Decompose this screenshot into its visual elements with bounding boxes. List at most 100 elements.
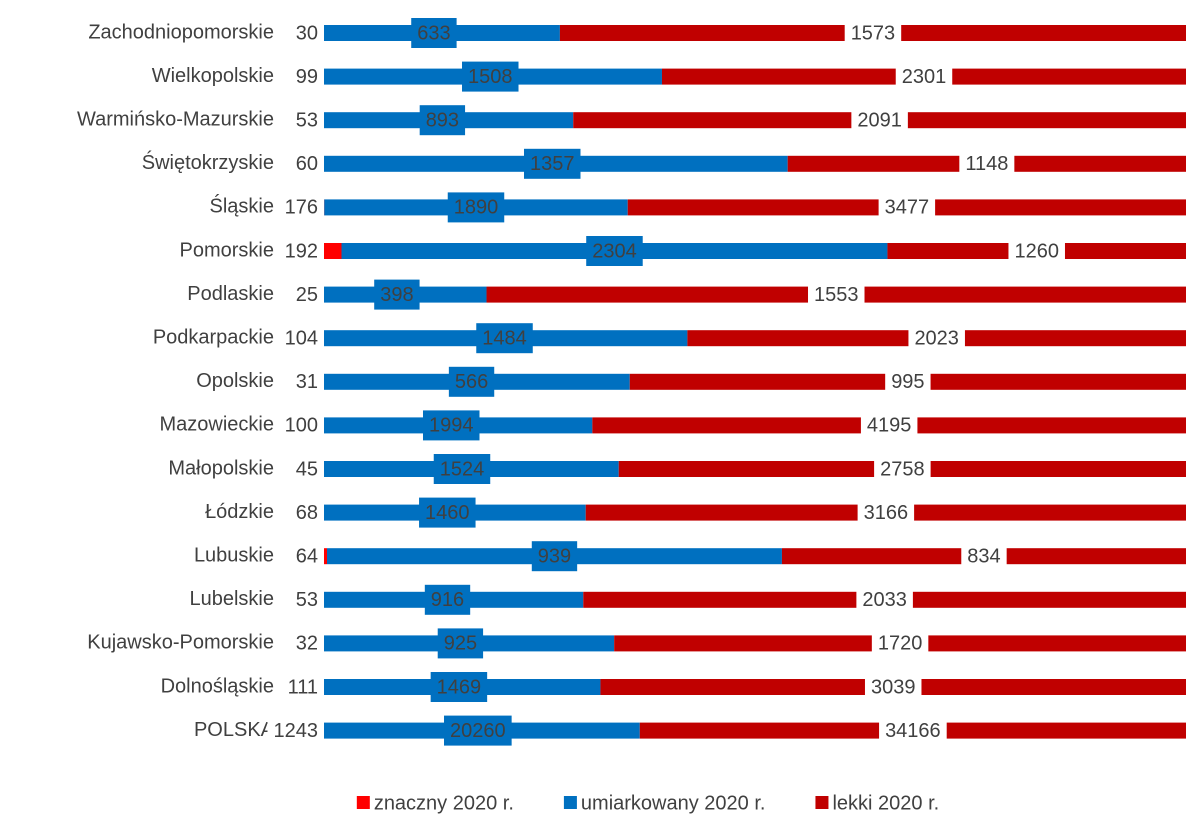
data-label-bg	[289, 61, 324, 92]
data-label-text: 633	[417, 22, 450, 44]
data-label-text: 916	[431, 589, 464, 611]
data-label: 1994	[422, 410, 480, 441]
data-label: 893	[419, 105, 466, 136]
data-label-bg	[961, 541, 1007, 572]
data-label-text: 53	[296, 109, 318, 131]
data-label: 566	[448, 366, 495, 397]
data-label-text: 1524	[440, 458, 485, 480]
category-label: Lubelskie	[189, 588, 274, 610]
data-label-bg	[289, 105, 324, 136]
data-label: 995	[885, 366, 931, 397]
data-label: 2023	[908, 323, 965, 354]
data-label-bg	[289, 541, 324, 572]
data-label: 2091	[851, 105, 908, 136]
data-label: 99	[289, 61, 324, 92]
data-label-text: 1357	[530, 153, 575, 175]
data-label-text: 1508	[468, 66, 513, 88]
category-label: Mazowieckie	[160, 414, 274, 436]
category-label: Podlaskie	[187, 283, 274, 305]
data-label-text: 192	[285, 240, 318, 262]
data-label-bg	[267, 715, 324, 746]
data-label-bg	[856, 584, 913, 615]
data-label-text: 99	[296, 66, 318, 88]
data-label-text: 20260	[450, 720, 506, 742]
data-label-text: 60	[296, 153, 318, 175]
data-label-bg	[851, 105, 908, 136]
data-label-text: 834	[967, 545, 1000, 567]
data-label: 2758	[874, 454, 931, 484]
data-label: 834	[961, 541, 1007, 572]
data-label-text: 2304	[592, 240, 637, 262]
data-label-bg	[289, 454, 324, 484]
data-label-text: 2758	[880, 458, 925, 480]
data-label: 398	[374, 279, 420, 310]
data-label-bg	[437, 628, 484, 659]
data-label: 2033	[856, 584, 913, 615]
data-label: 1553	[808, 279, 865, 310]
category-label: POLSKA	[194, 719, 275, 741]
data-label-text: 925	[444, 633, 477, 655]
data-label-bg	[419, 105, 466, 136]
data-label: 1524	[433, 454, 491, 484]
legend-label: znaczny 2020 r.	[374, 792, 514, 814]
data-label: 111	[281, 672, 324, 702]
data-label-bg	[433, 454, 491, 484]
data-label-text: 398	[380, 284, 413, 306]
data-label-bg	[908, 323, 965, 354]
data-label-bg	[871, 628, 929, 659]
data-label-bg	[278, 410, 324, 441]
legend-label: umiarkowany 2020 r.	[581, 792, 766, 814]
data-label-bg	[411, 18, 457, 48]
data-label-bg	[879, 715, 947, 746]
data-label-text: 25	[296, 284, 318, 306]
data-label-text: 1553	[814, 284, 859, 306]
data-label-bg	[895, 61, 953, 92]
category-label: Pomorskie	[180, 239, 274, 261]
legend-label: lekki 2020 r.	[832, 792, 939, 814]
data-label-bg	[857, 497, 915, 528]
data-label-bg	[878, 192, 936, 223]
data-label-bg	[281, 672, 324, 702]
data-label-text: 64	[296, 545, 318, 567]
data-label-bg	[289, 279, 324, 310]
data-label: 3477	[878, 192, 936, 223]
data-label-bg	[864, 672, 922, 702]
data-label-bg	[860, 410, 918, 441]
data-label-text: 53	[296, 589, 318, 611]
category-label: Zachodniopomorskie	[88, 21, 274, 43]
category-label: Warmińsko-Mazurskie	[77, 108, 274, 130]
category-label: Wielkopolskie	[152, 65, 274, 87]
data-label: 1148	[959, 148, 1015, 179]
data-label-bg	[289, 148, 324, 179]
data-label-text: 30	[296, 22, 318, 44]
data-label-text: 34166	[885, 720, 941, 742]
data-label-text: 4195	[867, 415, 912, 437]
data-label-bg	[808, 279, 865, 310]
data-label: 25	[289, 279, 324, 310]
data-label-text: 1460	[425, 502, 470, 524]
category-label: Lubuskie	[194, 544, 274, 566]
category-label: Podkarpackie	[153, 326, 274, 348]
data-label-bg	[959, 148, 1015, 179]
data-label-text: 45	[296, 458, 318, 480]
legend-item: znaczny 2020 r.	[356, 792, 514, 814]
category-label: Dolnośląskie	[161, 675, 274, 697]
data-label: 2304	[586, 236, 643, 266]
data-label-bg	[531, 541, 578, 572]
data-label-text: 1720	[878, 633, 923, 655]
data-label-text: 1260	[1014, 240, 1059, 262]
data-label-text: 100	[285, 415, 318, 437]
data-label-bg	[278, 192, 324, 223]
data-label-bg	[430, 672, 488, 702]
data-label-text: 68	[296, 502, 318, 524]
data-label-text: 3039	[871, 676, 916, 698]
data-label-text: 1148	[965, 153, 1008, 175]
category-label: Świętokrzyskie	[142, 150, 274, 174]
data-label-text: 176	[285, 197, 318, 219]
data-label-text: 2091	[857, 109, 902, 131]
legend-item: umiarkowany 2020 r.	[563, 792, 766, 814]
data-label: 68	[289, 497, 324, 528]
data-label: 104	[278, 323, 324, 354]
data-label-bg	[289, 628, 324, 659]
